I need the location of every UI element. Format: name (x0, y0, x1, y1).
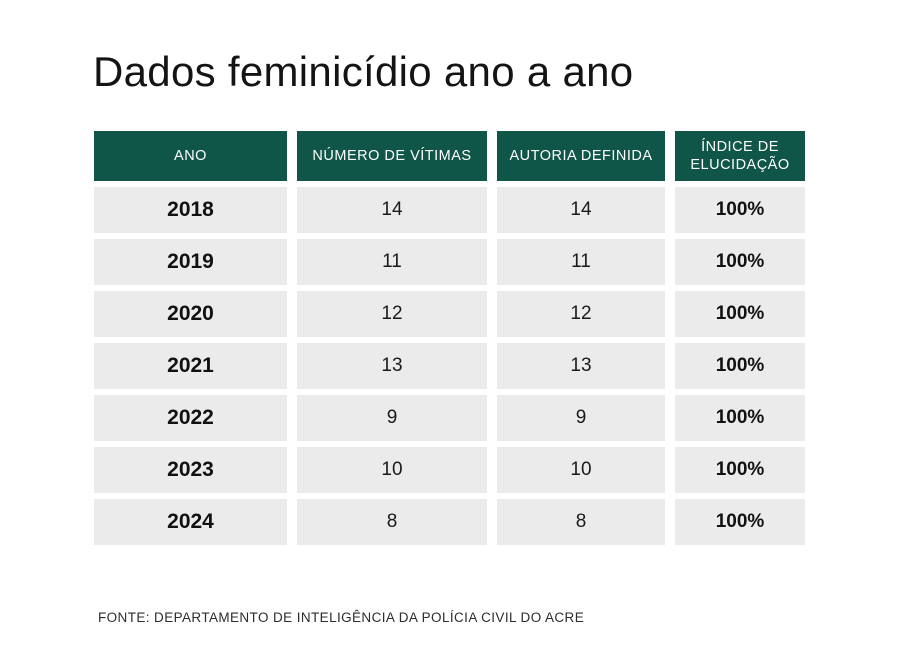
cell-authorship: 12 (497, 291, 665, 337)
cell-victims: 9 (297, 395, 487, 441)
page-title: Dados feminicídio ano a ano (93, 48, 634, 95)
cell-year: 2020 (94, 291, 287, 337)
cell-authorship: 14 (497, 187, 665, 233)
cell-clearance-rate: 100% (675, 187, 805, 233)
cell-authorship: 10 (497, 447, 665, 493)
cell-year: 2022 (94, 395, 287, 441)
source-note: FONTE: DEPARTAMENTO DE INTELIGÊNCIA DA P… (98, 610, 585, 625)
cell-clearance-rate: 100% (675, 395, 805, 441)
cell-authorship: 13 (497, 343, 665, 389)
column-header-indice-elucidacao: ÍNDICE DE ELUCIDAÇÃO (675, 131, 805, 181)
column-header-ano: ANO (94, 131, 287, 181)
cell-authorship: 8 (497, 499, 665, 545)
cell-year: 2021 (94, 343, 287, 389)
cell-victims: 13 (297, 343, 487, 389)
column-header-autoria-definida: AUTORIA DEFINIDA (497, 131, 665, 181)
cell-clearance-rate: 100% (675, 239, 805, 285)
feminicide-data-table: ANO NÚMERO DE VÍTIMAS AUTORIA DEFINIDA Í… (94, 131, 805, 545)
cell-victims: 10 (297, 447, 487, 493)
cell-clearance-rate: 100% (675, 343, 805, 389)
column-header-numero-vitimas: NÚMERO DE VÍTIMAS (297, 131, 487, 181)
cell-clearance-rate: 100% (675, 447, 805, 493)
cell-year: 2019 (94, 239, 287, 285)
cell-year: 2018 (94, 187, 287, 233)
cell-victims: 14 (297, 187, 487, 233)
cell-authorship: 9 (497, 395, 665, 441)
cell-victims: 11 (297, 239, 487, 285)
cell-authorship: 11 (497, 239, 665, 285)
cell-year: 2023 (94, 447, 287, 493)
cell-year: 2024 (94, 499, 287, 545)
cell-clearance-rate: 100% (675, 499, 805, 545)
cell-clearance-rate: 100% (675, 291, 805, 337)
cell-victims: 12 (297, 291, 487, 337)
cell-victims: 8 (297, 499, 487, 545)
